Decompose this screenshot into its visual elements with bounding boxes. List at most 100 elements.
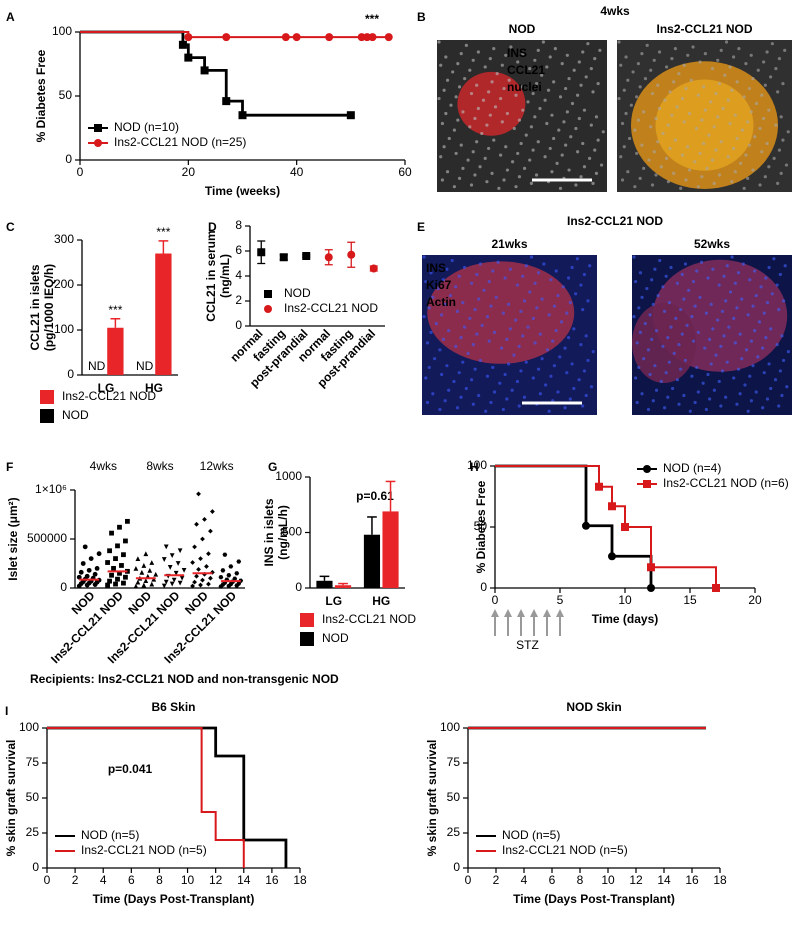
texture [558, 95, 563, 99]
texture [582, 165, 587, 169]
texture [619, 63, 623, 67]
marker [141, 582, 147, 588]
texture [653, 364, 657, 368]
texture [445, 78, 450, 82]
texture [763, 83, 767, 87]
texture [485, 314, 490, 319]
texture [668, 146, 672, 151]
image-title: 4wks [600, 4, 630, 18]
texture [452, 128, 457, 132]
texture [570, 101, 575, 106]
texture [725, 264, 729, 268]
texture [760, 93, 764, 97]
texture [680, 272, 684, 277]
texture [696, 93, 700, 97]
texture [533, 341, 537, 345]
y-axis-label: (pg/1000 IEQ/h) [42, 264, 56, 351]
bar [155, 253, 172, 375]
marker [119, 563, 124, 568]
marker [167, 565, 173, 570]
texture [439, 63, 443, 67]
marker [143, 578, 149, 584]
texture [524, 360, 528, 364]
texture [485, 180, 489, 184]
texture [712, 181, 716, 185]
texture [499, 153, 503, 157]
texture [747, 86, 752, 91]
texture [473, 307, 477, 312]
texture [456, 118, 460, 122]
texture [593, 57, 597, 61]
marker [222, 97, 231, 106]
texture [690, 314, 694, 319]
texture [701, 381, 705, 385]
texture [498, 381, 502, 385]
texture [566, 336, 571, 340]
texture [724, 40, 729, 44]
texture [515, 283, 520, 287]
texture [762, 311, 766, 315]
stz-arrow-head [517, 609, 525, 617]
texture [677, 343, 681, 347]
texture [536, 48, 540, 52]
texture [473, 116, 477, 121]
texture [717, 81, 722, 86]
texture [445, 364, 449, 368]
x-tick-label: 10 [601, 873, 615, 887]
texture [529, 125, 534, 129]
texture [691, 279, 696, 284]
texture [572, 327, 576, 331]
marker [163, 544, 169, 550]
texture [780, 334, 784, 338]
bar-annotation: *** [156, 225, 170, 239]
marker [105, 582, 110, 588]
texture [736, 367, 741, 371]
marker [184, 53, 193, 62]
marker [113, 556, 118, 561]
bar [107, 327, 124, 375]
texture [459, 336, 463, 340]
texture [778, 369, 782, 373]
texture [751, 364, 755, 368]
texture [622, 88, 626, 92]
texture [545, 121, 549, 126]
texture [579, 343, 583, 347]
texture [670, 113, 674, 117]
texture [695, 269, 699, 273]
texture [781, 299, 786, 303]
texture [424, 279, 428, 284]
texture [526, 325, 530, 329]
texture [492, 330, 497, 334]
texture [643, 322, 647, 326]
legend-swatch [300, 613, 314, 627]
texture [721, 106, 725, 111]
texture [581, 404, 585, 408]
texture [524, 264, 528, 268]
texture [634, 376, 638, 380]
texture [668, 90, 672, 94]
texture [662, 406, 667, 410]
texture [434, 322, 438, 326]
image-label: Ins2-CCL21 NOD [656, 22, 752, 36]
texture [454, 285, 458, 289]
marker [175, 561, 181, 566]
texture [684, 178, 688, 182]
marker [184, 33, 193, 42]
texture [761, 406, 765, 410]
texture [759, 285, 763, 289]
texture [649, 68, 653, 72]
texture [781, 138, 785, 142]
x-tick-label: 16 [685, 873, 699, 887]
y-tick-label: 0 [480, 580, 487, 594]
marker [86, 567, 92, 573]
texture [683, 262, 688, 266]
texture [490, 80, 494, 84]
texture [672, 80, 676, 84]
texture [448, 293, 453, 298]
texture [534, 81, 539, 86]
texture [444, 111, 448, 116]
legend-label: NOD (n=5) [81, 828, 139, 842]
legend-label: Ins2-CCL21 NOD [284, 301, 378, 315]
marker [228, 564, 234, 569]
y-tick-label: 100 [54, 322, 74, 336]
